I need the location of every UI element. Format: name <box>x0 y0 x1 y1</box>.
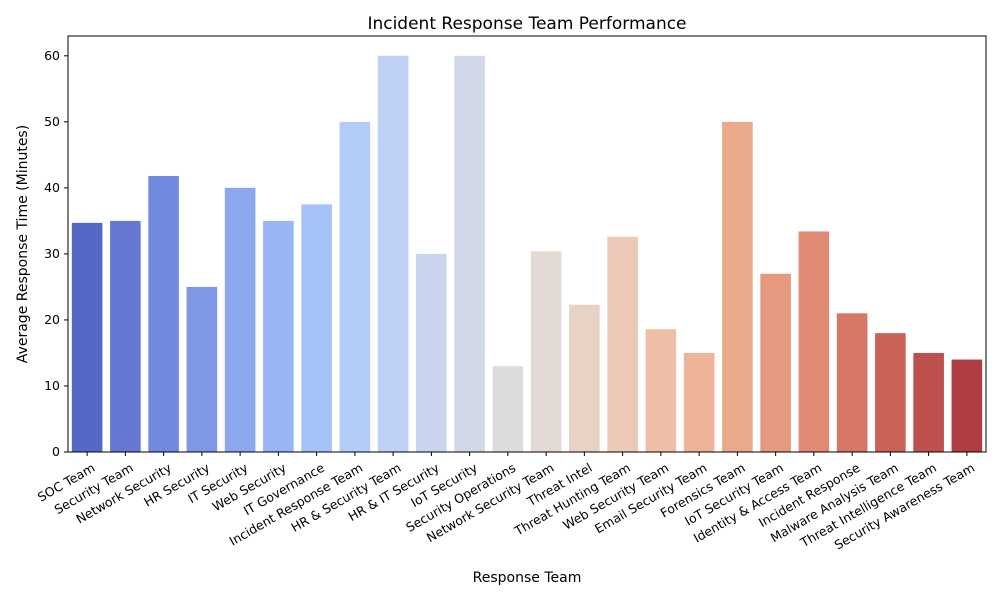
bar <box>683 352 715 452</box>
bar <box>301 204 332 452</box>
bar <box>492 366 524 452</box>
bar <box>263 220 294 452</box>
bars-group <box>71 55 983 453</box>
bar <box>722 121 753 452</box>
bar <box>71 222 103 452</box>
bar <box>569 304 600 452</box>
y-tick-label: 40 <box>44 180 60 195</box>
bar <box>224 187 256 452</box>
bar <box>454 55 485 453</box>
y-axis-label: Average Response Time (Minutes) <box>15 125 31 363</box>
bar <box>607 236 638 452</box>
y-tick-label: 50 <box>44 114 60 129</box>
bar <box>875 333 906 452</box>
y-axis: 0 10 20 30 40 50 60 <box>44 48 68 459</box>
bar <box>416 253 447 452</box>
y-tick-label: 20 <box>44 312 60 327</box>
plot-area-frame <box>67 35 987 453</box>
bar <box>951 359 983 452</box>
chart-title: Incident Response Team Performance <box>367 14 686 34</box>
bar <box>110 220 141 452</box>
bar <box>530 251 562 452</box>
y-tick-label: 30 <box>44 246 60 261</box>
y-tick-label: 60 <box>44 48 60 63</box>
x-axis-label: Response Team <box>473 570 582 586</box>
bar <box>186 286 218 452</box>
bar <box>645 329 677 452</box>
bar <box>913 352 944 452</box>
bar <box>836 313 868 452</box>
y-tick-label: 0 <box>52 444 60 459</box>
bar <box>760 273 791 452</box>
bar <box>377 55 409 453</box>
bar <box>798 231 830 452</box>
bar <box>148 175 179 453</box>
bar <box>339 121 371 452</box>
y-tick-label: 10 <box>44 378 60 393</box>
